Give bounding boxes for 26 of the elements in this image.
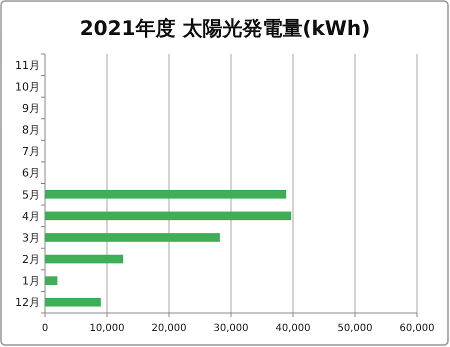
bar: [45, 233, 220, 242]
y-tick-label: 5月: [22, 188, 40, 202]
y-tick-label: 9月: [22, 102, 40, 115]
x-tick-label: 10,000: [90, 323, 124, 334]
y-tick-label: 6月: [22, 166, 40, 180]
y-tick-label: 10月: [15, 80, 40, 94]
y-tick-label: 8月: [22, 124, 40, 137]
x-tick-label: 20,000: [152, 323, 186, 334]
x-tick-label: 30,000: [214, 323, 248, 334]
y-tick-label: 12月: [15, 296, 40, 310]
y-tick-label: 1月: [22, 274, 40, 288]
y-tick-label: 11月: [15, 58, 40, 72]
bar: [45, 276, 58, 285]
x-tick-label: 50,000: [338, 323, 372, 334]
x-tick-label: 40,000: [276, 323, 310, 334]
y-tick-label: 3月: [22, 231, 40, 244]
y-tick-label: 2月: [22, 253, 40, 266]
bar: [45, 298, 101, 307]
chart-title: 2021年度 太陽光発電量(kWh): [80, 16, 370, 40]
x-tick-label: 0: [42, 323, 48, 334]
x-tick-label: 60,000: [400, 323, 434, 334]
y-tick-label: 4月: [22, 210, 40, 223]
bar: [45, 190, 286, 199]
y-tick-label: 7月: [22, 145, 40, 158]
bar: [45, 254, 124, 264]
bar: [45, 212, 292, 220]
